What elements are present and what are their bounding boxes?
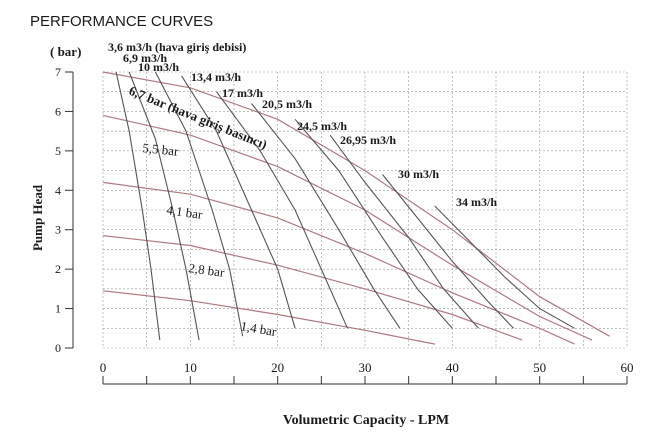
y-tick-label: 3 <box>55 223 61 237</box>
pressure-series-label: 4,1 bar <box>166 202 204 222</box>
y-tick-label: 6 <box>55 104 61 118</box>
series-labels: 3,6 m3/h (hava giriş debisi)6,9 m3/h10 m… <box>108 40 497 339</box>
axes: 0 1 2 3 4 5 6 7 0 10 20 30 40 50 60 <box>55 65 634 385</box>
pressure-curve <box>102 181 575 345</box>
y-tick-label: 7 <box>55 65 61 79</box>
flow-series-label: 6,9 m3/h <box>123 51 167 65</box>
flow-series-label: 26,95 m3/h <box>340 133 396 147</box>
pressure-curve <box>102 71 610 337</box>
flow-curve <box>329 134 479 329</box>
y-tick-label: 5 <box>55 144 61 158</box>
y-unit-label: ( bar) <box>50 44 81 59</box>
x-tick-label: 50 <box>533 360 546 375</box>
y-tick-label: 4 <box>55 183 61 197</box>
pressure-series-label: 5,5 bar <box>142 140 180 159</box>
flow-series-label: 30 m3/h <box>398 167 439 181</box>
flow-curve <box>294 118 453 329</box>
x-axis-title: Volumetric Capacity - LPM <box>283 413 449 428</box>
pressure-curve <box>102 235 523 341</box>
x-tick-label: 60 <box>621 360 634 375</box>
flow-curves <box>115 71 575 341</box>
y-tick-label: 2 <box>55 262 61 276</box>
x-tick-label: 10 <box>184 360 197 375</box>
flow-curve <box>154 71 244 337</box>
flow-curve <box>181 75 296 329</box>
flow-series-label: 3,6 m3/h (hava giriş debisi) <box>108 40 246 54</box>
grid <box>102 71 628 349</box>
flow-series-label: 10 m3/h <box>138 60 179 74</box>
y-tick-label: 0 <box>55 341 61 355</box>
x-tick-label: 0 <box>100 360 107 375</box>
pressure-curve <box>102 290 436 345</box>
x-tick-label: 20 <box>271 360 284 375</box>
x-tick-label: 30 <box>359 360 372 375</box>
flow-curve <box>128 71 200 341</box>
flow-curve <box>382 174 514 329</box>
flow-series-label: 24,5 m3/h <box>297 119 347 133</box>
flow-series-label: 20,5 m3/h <box>262 97 312 111</box>
y-tick-label: 1 <box>55 302 61 316</box>
flow-curve <box>251 103 401 329</box>
flow-series-label: 34 m3/h <box>456 195 497 209</box>
x-tick-label: 40 <box>446 360 459 375</box>
flow-curve <box>115 71 161 341</box>
flow-series-label: 17 m3/h <box>222 86 263 100</box>
pressure-series-label: 1,4 bar <box>239 318 278 339</box>
pressure-series-label: 2,8 bar <box>188 260 226 280</box>
flow-series-label: 13,4 m3/h <box>191 70 241 84</box>
flow-curve <box>434 205 575 329</box>
chart-title: PERFORMANCE CURVES <box>30 13 213 30</box>
flow-curve <box>216 91 349 329</box>
y-axis-title: Pump Head <box>30 184 45 251</box>
